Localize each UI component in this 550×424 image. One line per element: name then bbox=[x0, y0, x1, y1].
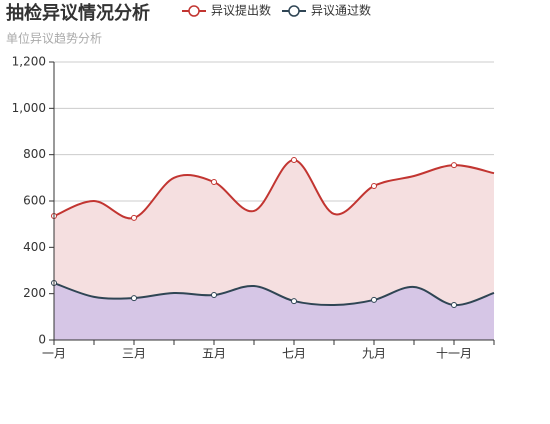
chart-subtitle: 单位异议趋势分析 bbox=[6, 31, 102, 46]
chart-title: 抽检异议情况分析 bbox=[6, 2, 150, 24]
x-tick-label: 五月 bbox=[202, 347, 226, 361]
point bbox=[211, 179, 217, 186]
y-tick-label: 1,200 bbox=[12, 55, 46, 69]
x-tick-label: 九月 bbox=[362, 347, 386, 361]
point bbox=[451, 302, 457, 309]
point bbox=[211, 292, 217, 299]
point bbox=[451, 162, 457, 169]
x-tick-label: 三月 bbox=[122, 347, 146, 361]
line bbox=[53, 282, 495, 307]
legend-label: 异议通过数 bbox=[311, 3, 371, 18]
point bbox=[291, 298, 297, 305]
x-tick-label: 七月 bbox=[282, 347, 306, 361]
point bbox=[291, 156, 297, 163]
point bbox=[371, 296, 377, 303]
y-tick-label: 1,000 bbox=[12, 101, 46, 115]
y-tick-label: 200 bbox=[23, 286, 46, 300]
point bbox=[131, 214, 137, 221]
x-tick-label: 十一月 bbox=[436, 347, 472, 361]
y-tick-label: 800 bbox=[23, 147, 46, 161]
legend-symbol bbox=[188, 5, 200, 17]
point bbox=[371, 182, 377, 189]
legend-symbol bbox=[288, 5, 300, 17]
point bbox=[131, 295, 137, 302]
y-tick-label: 600 bbox=[23, 194, 46, 208]
y-tick-label: 0 bbox=[38, 333, 46, 347]
legend-label: 异议提出数 bbox=[211, 3, 271, 18]
y-tick-label: 400 bbox=[23, 240, 46, 254]
x-tick-label: 一月 bbox=[42, 347, 66, 361]
